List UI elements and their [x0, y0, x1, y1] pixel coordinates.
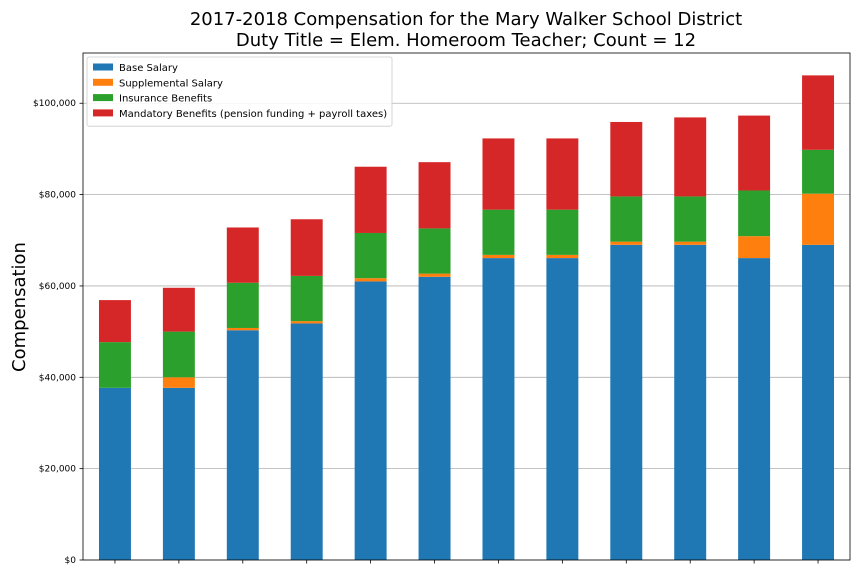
bar-segment [802, 244, 835, 561]
bar-segment [418, 273, 451, 277]
bar-segment [546, 254, 579, 259]
axes [79, 52, 851, 564]
bar-segment [290, 321, 323, 324]
bar-segment [226, 327, 259, 331]
bar-segment [98, 342, 131, 388]
bar-segment [418, 276, 451, 560]
legend-label: Base Salary [119, 63, 178, 74]
bar-segment [290, 323, 323, 560]
legend-label: Mandatory Benefits (pension funding + pa… [119, 109, 387, 120]
bar-segment [418, 228, 451, 274]
legend-swatch [93, 109, 113, 117]
bar-segment [610, 121, 643, 197]
chart-subtitle: Duty Title = Elem. Homeroom Teacher; Cou… [236, 30, 696, 51]
tick-labels: $0 $20,000 $40,000 $60,000 $80,000 $100,000 [33, 99, 76, 566]
y-tick-label: $0 [65, 556, 77, 566]
bar-segment [738, 115, 771, 191]
bar-segment [546, 258, 579, 560]
bar-segment [290, 275, 323, 322]
bar-segment [546, 138, 579, 210]
bar-segment [738, 190, 771, 237]
legend-swatch [93, 78, 113, 86]
bar-segment [674, 117, 707, 197]
bar-segment [610, 244, 643, 561]
bar-segment [226, 227, 259, 283]
bar-segment [482, 258, 515, 560]
bar-segment [482, 254, 515, 259]
bar-segment [674, 244, 707, 561]
bar-segment [546, 209, 579, 255]
y-tick-label: $100,000 [33, 99, 76, 109]
y-tick-label: $40,000 [39, 373, 76, 383]
legend: Base Salary Supplemental Salary Insurance … [86, 56, 393, 127]
bar-segment [802, 193, 835, 245]
bar-segment [290, 219, 323, 276]
bar-segment [482, 209, 515, 255]
bar-segment [418, 162, 451, 229]
gridlines [83, 102, 850, 561]
bar-segment [738, 236, 771, 259]
bar-segment [354, 166, 387, 233]
plot-frame [82, 52, 851, 561]
bar-segment [802, 149, 835, 194]
bars [98, 75, 835, 561]
bar-segment [162, 287, 195, 332]
bar-segment [674, 196, 707, 242]
legend-label: Insurance Benefits [119, 94, 212, 105]
bar-segment [226, 282, 259, 328]
bar-segment [610, 241, 643, 245]
bar-segment [610, 196, 643, 242]
bar-segment [98, 300, 131, 343]
chart-title: 2017-2018 Compensation for the Mary Walk… [190, 9, 742, 30]
bar-segment [162, 331, 195, 378]
bar-segment [802, 75, 835, 150]
bar-segment [226, 330, 259, 560]
legend-box [86, 56, 393, 127]
bar-segment [354, 232, 387, 279]
legend-swatch [93, 63, 113, 71]
legend-swatch [93, 94, 113, 102]
bar-segment [162, 377, 195, 388]
bar-segment [162, 387, 195, 560]
bar-segment [674, 241, 707, 245]
bar-segment [738, 258, 771, 560]
bar-segment [482, 138, 515, 210]
y-axis-label: Compensation [9, 242, 30, 372]
y-tick-label: $60,000 [39, 282, 76, 292]
bar-segment [98, 387, 131, 560]
bar-segment [354, 281, 387, 560]
y-tick-label: $80,000 [39, 191, 76, 201]
bar-segment [354, 278, 387, 282]
legend-label: Supplemental Salary [119, 78, 223, 89]
y-tick-label: $20,000 [39, 465, 76, 475]
